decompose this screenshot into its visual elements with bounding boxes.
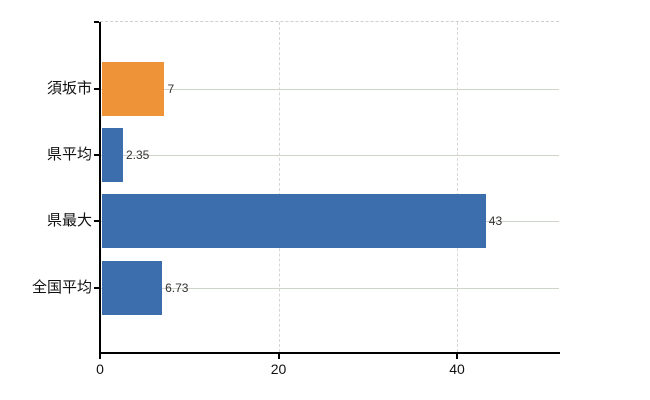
bar-value-label: 43 xyxy=(488,214,503,228)
y-axis-tick xyxy=(94,154,99,156)
y-axis-line xyxy=(99,22,101,353)
bar xyxy=(102,62,165,116)
bar xyxy=(102,128,123,182)
y-axis-tick xyxy=(94,21,99,23)
x-axis-tick xyxy=(99,354,101,359)
gridline-horizontal xyxy=(100,155,559,156)
bar-value-label: 6.73 xyxy=(165,281,189,295)
x-axis-tick xyxy=(277,354,280,359)
bar-value-label: 2.35 xyxy=(125,148,150,162)
x-tick-label: 40 xyxy=(449,361,465,377)
bar xyxy=(102,261,163,315)
category-label: 全国平均 xyxy=(31,279,92,296)
gridline-horizontal xyxy=(100,89,559,90)
plot-top-border xyxy=(100,21,559,22)
y-axis-tick xyxy=(94,220,99,222)
x-axis-tick xyxy=(456,354,458,359)
category-label: 県平均 xyxy=(46,146,92,163)
x-axis-line xyxy=(99,352,560,354)
y-axis-tick xyxy=(94,88,99,90)
gridline-horizontal xyxy=(100,288,559,289)
y-axis-tick xyxy=(94,287,99,289)
x-tick-label: 0 xyxy=(96,361,104,377)
gridline-vertical xyxy=(457,22,458,352)
bar-value-label: 7 xyxy=(167,82,175,96)
category-label: 須坂市 xyxy=(46,80,92,97)
category-label: 県最大 xyxy=(46,212,92,229)
gridline-vertical xyxy=(278,22,280,352)
bar xyxy=(102,194,486,248)
x-tick-label: 20 xyxy=(270,361,287,377)
